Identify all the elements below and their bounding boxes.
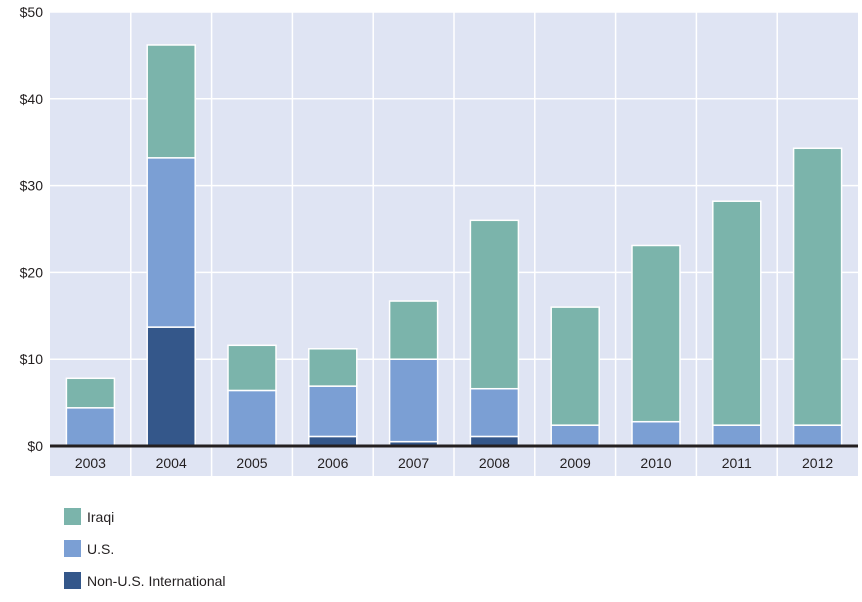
bar-segment-u-s--2004 bbox=[146, 157, 196, 328]
x-tick-label: 2006 bbox=[317, 455, 348, 471]
legend-label: U.S. bbox=[87, 540, 115, 557]
y-tick-label: $30 bbox=[20, 178, 44, 194]
legend-swatch bbox=[64, 540, 81, 557]
x-tick-label: 2004 bbox=[156, 455, 187, 471]
legend-swatch bbox=[64, 508, 81, 525]
bar-segment-u-s--2003 bbox=[65, 407, 116, 447]
bar-segment-u-s--2008 bbox=[469, 387, 520, 438]
bar-segment-u-s--2007 bbox=[388, 358, 439, 443]
x-tick-label: 2005 bbox=[236, 455, 267, 471]
x-tick-label: 2008 bbox=[479, 455, 510, 471]
x-tick-label: 2007 bbox=[398, 455, 429, 471]
bar-segment-u-s--2011 bbox=[712, 424, 762, 447]
x-tick-label: 2012 bbox=[802, 455, 833, 471]
y-axis-tick-labels: $0 $10 $20 $30 $40 $50 bbox=[20, 4, 44, 454]
bars bbox=[65, 44, 843, 447]
x-tick-label: 2009 bbox=[560, 455, 591, 471]
bar-segment-u-s--2010 bbox=[631, 420, 681, 447]
bar-segment-iraqi-2008 bbox=[469, 219, 520, 390]
x-tick-label: 2011 bbox=[722, 455, 752, 471]
y-tick-label: $40 bbox=[20, 91, 44, 107]
bar-segment-u-s--2005 bbox=[227, 389, 277, 447]
legend-item-u-s-: U.S. bbox=[64, 538, 226, 559]
bar-segment-iraqi-2009 bbox=[550, 306, 600, 426]
bar-segment-u-s--2012 bbox=[792, 424, 843, 447]
bar-segment-iraqi-2007 bbox=[388, 300, 439, 360]
legend-label: Iraqi bbox=[87, 508, 115, 525]
legend-swatch bbox=[64, 572, 81, 589]
y-tick-label: $10 bbox=[20, 351, 44, 367]
bar-segment-u-s--2009 bbox=[550, 424, 600, 447]
bar-segment-iraqi-2012 bbox=[792, 147, 843, 426]
bar-segment-iraqi-2006 bbox=[308, 348, 358, 387]
legend-item-non-u-s-international: Non-U.S. International bbox=[64, 570, 226, 591]
legend-label: Non-U.S. International bbox=[87, 572, 226, 589]
y-tick-label: $20 bbox=[20, 264, 44, 280]
bar-segment-iraqi-2003 bbox=[65, 377, 116, 409]
y-tick-label: $50 bbox=[20, 4, 44, 20]
bar-segment-iraqi-2010 bbox=[631, 244, 681, 423]
bar-segment-non-u-s-international-2004 bbox=[146, 326, 196, 447]
bar-segment-iraqi-2004 bbox=[146, 44, 196, 159]
bar-segment-iraqi-2005 bbox=[227, 344, 277, 392]
legend: Iraqi U.S. Non-U.S. International bbox=[64, 506, 226, 602]
x-axis-tick-labels: 2003 2004 2005 2006 2007 2008 2009 2010 2011 2012 bbox=[75, 455, 834, 471]
x-tick-label: 2003 bbox=[75, 455, 106, 471]
legend-item-iraqi: Iraqi bbox=[64, 506, 226, 527]
x-tick-label: 2010 bbox=[640, 455, 671, 471]
bar-segment-iraqi-2011 bbox=[712, 200, 762, 426]
bar-segment-u-s--2006 bbox=[308, 385, 358, 438]
y-tick-label: $0 bbox=[27, 438, 43, 454]
